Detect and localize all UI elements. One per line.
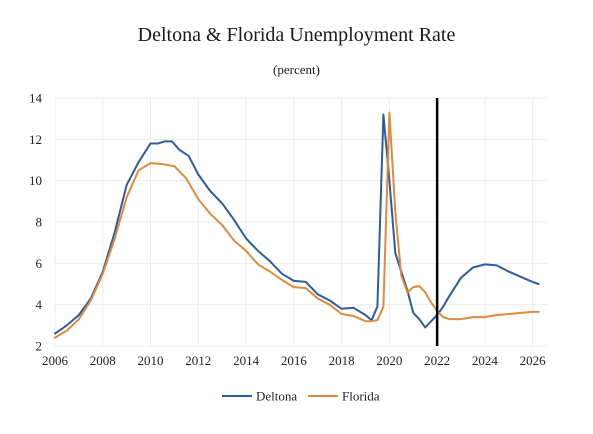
x-tick-label: 2014: [233, 353, 260, 368]
y-tick-label: 6: [36, 256, 43, 271]
x-tick-label: 2026: [520, 353, 547, 368]
y-tick-label: 2: [36, 339, 43, 354]
series-line-deltona: [54, 113, 540, 335]
x-tick-label: 2020: [376, 353, 402, 368]
series-lines: [54, 111, 540, 339]
y-tick-label: 4: [36, 297, 43, 312]
x-tick-label: 2010: [138, 353, 164, 368]
x-tick-label: 2006: [42, 353, 69, 368]
legend-label-deltona: Deltona: [256, 389, 297, 404]
x-tick-label: 2008: [90, 353, 116, 368]
chart-subtitle: (percent): [273, 62, 320, 77]
y-tick-label: 14: [29, 91, 43, 106]
series-line-florida: [54, 111, 540, 339]
x-tick-label: 2012: [185, 353, 211, 368]
x-tick-label: 2024: [472, 353, 499, 368]
grid-lines: [54, 97, 547, 347]
y-axis: 2 4 6 8 10 12 14: [29, 91, 43, 354]
y-tick-label: 12: [29, 132, 42, 147]
x-tick-label: 2018: [329, 353, 355, 368]
chart-title: Deltona & Florida Unemployment Rate: [137, 24, 456, 46]
legend-label-florida: Florida: [342, 389, 380, 404]
x-axis: 2006 2008 2010 2012 2014 2016 2018 2020 2022 2024…: [42, 353, 546, 368]
x-tick-label: 2016: [281, 353, 308, 368]
legend: Deltona Florida: [222, 389, 380, 404]
x-tick-label: 2022: [424, 353, 450, 368]
y-tick-label: 10: [29, 173, 42, 188]
y-tick-label: 8: [36, 215, 43, 230]
